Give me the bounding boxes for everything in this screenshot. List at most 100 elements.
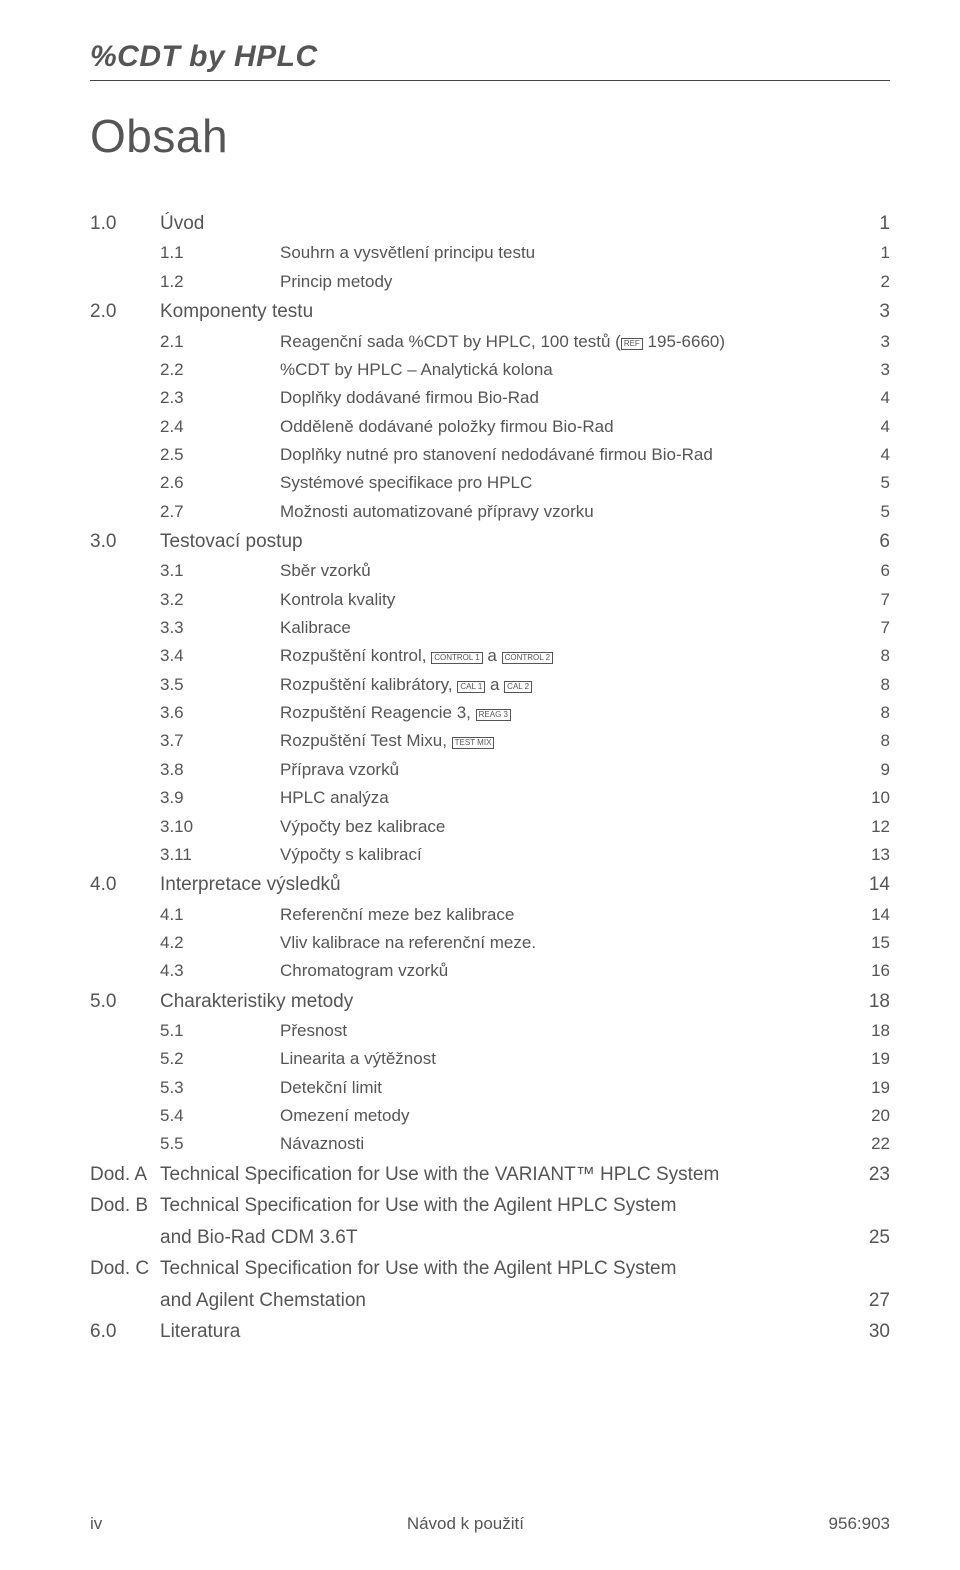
toc-page: 9	[866, 757, 890, 783]
toc-row: 3.9HPLC analýza10	[90, 785, 890, 811]
toc-number: 3.6	[90, 700, 280, 726]
footer-center: Návod k použití	[407, 1514, 524, 1534]
toc-label: Možnosti automatizované přípravy vzorku	[280, 499, 594, 525]
toc-row: 2.0Komponenty testu3	[90, 297, 890, 326]
toc-number: 3.1	[90, 558, 280, 584]
toc-number: 3.9	[90, 785, 280, 811]
toc-number: 4.1	[90, 902, 280, 928]
toc-number: Dod. B	[90, 1191, 160, 1220]
toc-number: 2.3	[90, 385, 280, 411]
toc-page: 14	[866, 870, 890, 899]
toc-page: 4	[866, 442, 890, 468]
toc-number: 3.10	[90, 814, 280, 840]
toc-number: 1.2	[90, 269, 280, 295]
toc-page: 20	[866, 1103, 890, 1129]
toc-number: 3.0	[90, 527, 160, 556]
toc-page: 1	[866, 240, 890, 266]
document-title: %CDT by HPLC	[90, 40, 890, 74]
toc-row: 3.10Výpočty bez kalibrace 12	[90, 814, 890, 840]
toc-row: 5.0Charakteristiky metody18	[90, 987, 890, 1016]
toc-label: Omezení metody	[280, 1103, 409, 1129]
toc-page: 7	[866, 615, 890, 641]
toc-page: 15	[866, 930, 890, 956]
toc-label: Rozpuštění kontrol, CONTROL 1 a CONTROL …	[280, 643, 553, 669]
toc-number: 3.11	[90, 842, 280, 868]
toc-page: 3	[866, 357, 890, 383]
toc-number: 2.5	[90, 442, 280, 468]
toc-page: 5	[866, 470, 890, 496]
toc-label: Komponenty testu	[160, 297, 313, 326]
toc-page: 6	[866, 527, 890, 556]
toc-row-cont: and Bio-Rad CDM 3.6T25	[90, 1223, 890, 1252]
toc-label: and Agilent Chemstation	[160, 1286, 366, 1315]
toc-label: Doplňky nutné pro stanovení nedodávané f…	[280, 442, 713, 468]
toc-row: 2.1Reagenční sada %CDT by HPLC, 100 test…	[90, 329, 890, 355]
toc-page: 19	[866, 1075, 890, 1101]
toc-label: Technical Specification for Use with the…	[160, 1160, 719, 1189]
toc-row: 6.0Literatura30	[90, 1317, 890, 1346]
toc-row: 1.0Úvod1	[90, 209, 890, 238]
toc-number: Dod. C	[90, 1254, 160, 1283]
toc-label: Příprava vzorků	[280, 757, 399, 783]
toc-row: 3.1Sběr vzorků6	[90, 558, 890, 584]
footer-left: iv	[90, 1514, 102, 1534]
toc-page: 2	[866, 269, 890, 295]
toc-page: 18	[866, 1018, 890, 1044]
toc-row: 3.5Rozpuštění kalibrátory, CAL 1 a CAL 2…	[90, 672, 890, 698]
toc-label: and Bio-Rad CDM 3.6T	[160, 1223, 357, 1252]
toc-label: Interpretace výsledků	[160, 870, 341, 899]
table-of-contents: 1.0Úvod11.1Souhrn a vysvětlení principu …	[90, 209, 890, 1346]
toc-page: 10	[866, 785, 890, 811]
toc-page: 8	[866, 700, 890, 726]
toc-row: 5.2Linearita a výtěžnost19	[90, 1046, 890, 1072]
page-footer: iv Návod k použití 956:903	[90, 1514, 890, 1534]
toc-row: 2.4Odděleně dodávané položky firmou Bio-…	[90, 414, 890, 440]
toc-label: Literatura	[160, 1317, 240, 1346]
toc-row: Dod. C Technical Specification for Use w…	[90, 1254, 890, 1283]
toc-label: Chromatogram vzorků	[280, 958, 448, 984]
toc-page: 1	[866, 209, 890, 238]
toc-row: 1.1Souhrn a vysvětlení principu testu1	[90, 240, 890, 266]
toc-row: 5.1Přesnost18	[90, 1018, 890, 1044]
toc-row-cont: and Agilent Chemstation 27	[90, 1286, 890, 1315]
toc-row: 5.5Návaznosti22	[90, 1131, 890, 1157]
toc-label: Úvod	[160, 209, 204, 238]
cal2-icon: CAL 2	[504, 681, 532, 693]
toc-row: Dod. A Technical Specification for Use w…	[90, 1160, 890, 1189]
toc-row: 2.7Možnosti automatizované přípravy vzor…	[90, 499, 890, 525]
toc-page: 27	[866, 1286, 890, 1315]
toc-page: 19	[866, 1046, 890, 1072]
toc-number: 3.5	[90, 672, 280, 698]
toc-label: Charakteristiky metody	[160, 987, 353, 1016]
toc-page: 13	[866, 842, 890, 868]
toc-number: 3.2	[90, 587, 280, 613]
toc-label: Vliv kalibrace na referenční meze.	[280, 930, 536, 956]
toc-number: 5.2	[90, 1046, 280, 1072]
toc-row: 3.3Kalibrace7	[90, 615, 890, 641]
toc-number: 3.8	[90, 757, 280, 783]
toc-page: 8	[866, 728, 890, 754]
toc-page: 14	[866, 902, 890, 928]
toc-label: Souhrn a vysvětlení principu testu	[280, 240, 535, 266]
toc-row: 2.2%CDT by HPLC – Analytická kolona3	[90, 357, 890, 383]
toc-number: 5.4	[90, 1103, 280, 1129]
toc-row: 2.5Doplňky nutné pro stanovení nedodávan…	[90, 442, 890, 468]
toc-label: Výpočty s kalibrací	[280, 842, 422, 868]
toc-page: 12	[866, 814, 890, 840]
toc-label: Rozpuštění kalibrátory, CAL 1 a CAL 2	[280, 672, 532, 698]
toc-row: 3.7Rozpuštění Test Mixu, TEST MIX8	[90, 728, 890, 754]
toc-page: 4	[866, 414, 890, 440]
toc-number: 3.4	[90, 643, 280, 669]
toc-label: Rozpuštění Test Mixu, TEST MIX	[280, 728, 494, 754]
control2-icon: CONTROL 2	[502, 652, 554, 664]
toc-row: 4.1Referenční meze bez kalibrace14	[90, 902, 890, 928]
toc-number: 5.0	[90, 987, 160, 1016]
toc-label: Rozpuštění Reagencie 3, REAG 3	[280, 700, 511, 726]
toc-label: Reagenční sada %CDT by HPLC, 100 testů (…	[280, 329, 725, 355]
toc-number: 6.0	[90, 1317, 160, 1346]
toc-label: Výpočty bez kalibrace	[280, 814, 445, 840]
toc-page: 4	[866, 385, 890, 411]
toc-number: Dod. A	[90, 1160, 160, 1189]
toc-number: 2.1	[90, 329, 280, 355]
toc-number: 4.2	[90, 930, 280, 956]
